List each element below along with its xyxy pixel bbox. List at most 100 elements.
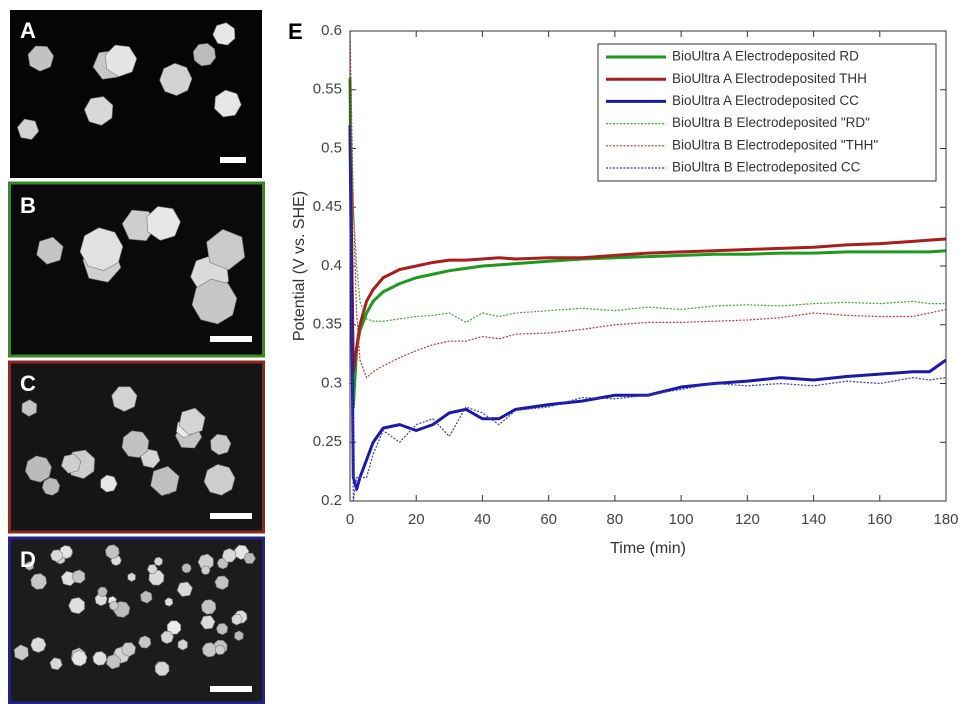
crystal: [140, 590, 153, 604]
crystal: [106, 653, 122, 670]
crystal: [97, 586, 108, 598]
x-tick-label: 20: [408, 511, 425, 528]
crystal: [159, 62, 193, 96]
x-tick-label: 120: [735, 511, 760, 528]
crystal: [21, 399, 38, 417]
series-line: [348, 124, 947, 491]
crystal: [206, 229, 246, 271]
crystal: [121, 430, 150, 458]
y-axis-label: Potential (V vs. SHE): [291, 191, 308, 341]
legend-label: BioUltra B Electrodeposited "THH": [672, 137, 878, 152]
panel-label: E: [288, 19, 303, 44]
crystal: [214, 575, 230, 590]
crystal: [41, 477, 61, 496]
crystal: [50, 549, 63, 563]
y-tick-label: 0.2: [321, 492, 342, 509]
crystal: [160, 630, 174, 645]
crystal: [27, 45, 54, 72]
crystal: [203, 464, 236, 496]
crystal: [176, 581, 193, 597]
crystal: [71, 569, 86, 584]
crystal: [178, 407, 206, 436]
y-tick-label: 0.5: [321, 139, 342, 156]
crystal: [79, 227, 124, 271]
crystal: [214, 89, 242, 118]
crystal: [221, 548, 237, 563]
crystal: [243, 552, 256, 564]
y-tick-label: 0.6: [321, 22, 342, 39]
series-line: [348, 124, 947, 374]
scale-bar: [210, 336, 252, 342]
legend-label: BioUltra A Electrodeposited RD: [672, 49, 859, 64]
crystal: [148, 569, 165, 586]
crystal: [231, 613, 243, 626]
crystal: [177, 638, 188, 651]
crystal: [84, 96, 114, 126]
crystal: [216, 623, 229, 636]
series-line: [348, 77, 947, 409]
x-tick-label: 0: [346, 511, 354, 528]
y-tick-label: 0.3: [321, 374, 342, 391]
crystal: [234, 630, 244, 642]
crystal: [13, 644, 29, 661]
crystal: [30, 636, 47, 653]
y-tick-label: 0.45: [313, 198, 342, 215]
crystal: [68, 597, 85, 615]
legend-label: BioUltra A Electrodeposited THH: [672, 71, 867, 86]
scale-bar: [210, 686, 252, 692]
panel-label: C: [20, 371, 36, 396]
crystal: [25, 560, 34, 571]
crystal: [210, 433, 232, 456]
crystal: [146, 564, 158, 574]
crystal: [92, 651, 108, 666]
crystal: [201, 642, 218, 658]
crystal: [201, 599, 217, 615]
y-tick-label: 0.55: [313, 81, 342, 98]
crystal: [200, 565, 211, 576]
x-axis-label: Time (min): [610, 540, 686, 557]
crystal: [121, 642, 136, 657]
panel-label: D: [20, 547, 36, 572]
crystal: [153, 556, 163, 567]
y-tick-label: 0.25: [313, 433, 342, 450]
panel-label: B: [20, 193, 36, 218]
crystal: [215, 644, 226, 656]
crystal: [100, 474, 118, 493]
crystal: [111, 386, 138, 412]
crystal: [71, 650, 88, 667]
scale-bars: [210, 157, 252, 692]
crystal: [200, 615, 216, 630]
crystal: [150, 466, 180, 497]
crystal: [127, 572, 136, 582]
x-tick-label: 80: [607, 511, 624, 528]
crystal: [61, 453, 82, 474]
legend-label: BioUltra B Electrodeposited CC: [672, 160, 861, 175]
series-line: [349, 77, 946, 323]
crystals: [13, 22, 256, 677]
panel-label: A: [20, 18, 36, 43]
crystal: [154, 661, 170, 677]
chart: 0.2 0.25 0.3 0.35 0.4 0.45 0.5 0.55 0.6 0 20 40 60 80…: [313, 22, 959, 528]
x-tick-label: 180: [933, 511, 958, 528]
x-tick-label: 40: [474, 511, 491, 528]
legend-label: BioUltra B Electrodeposited "RD": [672, 115, 870, 130]
crystal: [181, 563, 192, 574]
x-tick-label: 160: [867, 511, 892, 528]
crystal: [36, 236, 64, 265]
crystal: [192, 43, 216, 67]
y-tick-label: 0.4: [321, 257, 342, 274]
crystal: [108, 600, 119, 611]
crystal: [30, 573, 47, 590]
crystal: [212, 22, 236, 46]
crystal: [49, 657, 63, 671]
legend-box: [597, 43, 937, 182]
crystal: [138, 635, 152, 649]
x-tick-label: 100: [669, 511, 694, 528]
crystal: [17, 118, 40, 140]
crystal: [146, 206, 181, 241]
crystal: [105, 544, 120, 559]
x-tick-label: 140: [801, 511, 826, 528]
crystal: [104, 44, 138, 77]
